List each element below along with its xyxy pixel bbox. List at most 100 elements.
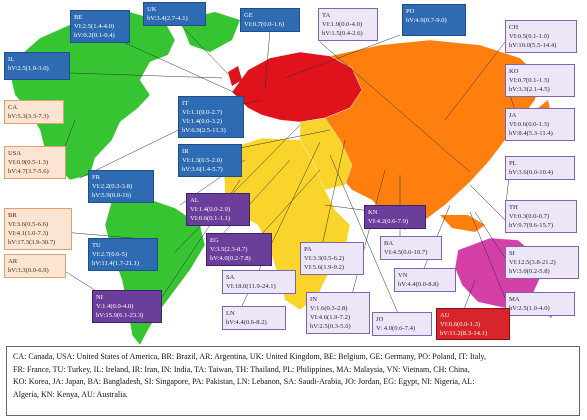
country-label-kn: KN VI:4.2(0.6-7.9) [364,205,426,229]
label-code: PL [509,160,517,167]
label-code: BE [74,14,83,21]
legend-line: CA: Canada, USA: United States of Americ… [13,352,487,361]
legend-line: Algeria, KN: Kenya, AU: Australia. [13,389,128,399]
label-hv: hV:4.4(0.0-8.8) [398,281,439,288]
country-label-it: IT VI:1.1(0.0-2.7) VI:1.4(0.0-3.2) hV:6.… [178,96,244,138]
label-hv: hV:3.3(2.1-4.5) [509,86,550,93]
country-label-in: IN V:1.6(0.3-2.8) VI:4.6(1.9-7.2) hV:2.5… [306,292,370,334]
legend-line: FR: France, TU: Turkey, IL: Ireland, IR:… [13,364,470,374]
label-hv: hV:4.9(0.7-9.0) [406,17,447,24]
label-vi: VI:2.5(1.4-4.0) [74,23,115,30]
label-code: SA [226,274,235,281]
label-vi: VI:3.3(0.5-6.2) [304,255,345,262]
label-hv: hV:4.4(0.6-8.2) [226,319,267,326]
label-hv: VI:0.6(0.1-1.1) [190,215,231,222]
label-code: AR [8,258,18,265]
label-hv: hV:9.7(9.6-15.7) [509,222,554,229]
label-code: BR [8,212,17,219]
label-code: FR [92,174,101,181]
label-vi: VI:0.9(0.5-1.3) [8,159,49,166]
label-vi2: VI:4.6(1.9-7.2) [310,314,351,321]
label-code: KO [509,68,519,75]
country-label-au: AU VI:0.6(0.0-1.3) hV:11.2(8.3-14.1) [436,308,510,340]
label-vi: VI:1.4(0.0-2.9) [190,206,231,213]
label-code: TU [92,242,101,249]
label-hv: hV:3.6(0.0-10.4) [509,169,554,176]
country-label-jo: JO V: 4.0(0.6-7.4) [372,312,432,336]
country-label-th: TH VI:0.3(0.0-0.7) hV:9.7(9.6-15.7) [505,200,577,233]
country-label-al: AL VI:1.4(0.0-2.9) VI:0.6(0.1-1.1) [186,193,250,226]
label-hv: hV:3.0(0.2-5.8) [509,268,550,275]
label-code: PA [304,246,312,253]
country-label-ko: KO VI:0.7(0.1-1.3) hV:3.3(2.1-4.5) [505,64,575,97]
label-code: CH [509,24,519,31]
label-code: LN [226,310,235,317]
abbreviation-legend: CA: Canada, USA: United States of Americ… [6,346,580,416]
label-vi: VI:1.3(0.5-2.0) [182,157,223,164]
country-label-il: IL hV:2.5(1.9-3.0) [4,52,70,80]
country-label-ni: NI V:1.4(0.0-4.0) hV:15.9(6.1-23.3) [92,290,162,323]
label-hv: hV:5.3(3.3-7.3) [8,113,49,120]
label-code: TA [322,12,331,19]
country-label-pl: PL hV:3.6(0.0-10.4) [505,156,575,180]
label-vi: VI:0.7(0.0-1.6) [244,21,285,28]
label-code: KN [368,209,378,216]
country-label-eg: EG V:3.5(2.3-8.7) hV:4.0(0.2-7.8) [206,233,272,266]
label-code: MA [509,296,520,303]
label-vi: VI:2.2(0.3-3.8) [92,183,133,190]
country-label-ca: CA hV:5.3(3.3-7.3) [4,100,64,124]
label-code: CA [8,104,18,111]
label-code: NI [96,294,103,301]
legend-line: KO: Korea, JA: Japan, BA: Bangladesh, SI… [13,377,475,386]
label-vi: VI:1.9(0.0-4.0) [322,21,363,28]
country-label-ma: MA hV:2.5(1.0-4.0) [505,292,575,316]
country-label-pa: PA VI:3.3(0.5-6.2) VI:5.6(1.9-9.2) [300,242,364,275]
label-hv: hV:2.5(0.3-5.0) [310,323,351,330]
country-label-ln: LN hV:4.4(0.6-8.2) [222,306,286,330]
label-hv: hV:11.4(1.7-21.1) [92,260,140,267]
label-hv: hV:11.2(8.3-14.1) [440,330,488,337]
label-vi: VI:4.5(0.0-10.7) [384,249,428,256]
label-vi: VI:0.5(0.1-1.0) [509,33,550,40]
label-code: TH [509,204,518,211]
label-hv: V: 4.0(0.6-7.4) [376,325,416,332]
label-vi: VI:3.6(0.5-6.6) [8,221,49,228]
label-hv: hV:3.4(2.7-4.1) [147,15,188,22]
label-code: BA [384,240,394,247]
label-hv: hV:10.0(5.5-14.4) [509,42,557,49]
label-vi: VI:4.2(0.6-7.9) [368,218,409,225]
label-code: JA [509,112,517,119]
label-hv: hV:15.9(6.1-23.3) [96,312,144,319]
country-label-ar: AR hV:3.3(0.0-6.9) [4,254,66,278]
country-label-ch: CH VI:0.5(0.1-1.0) hV:10.0(5.5-14.4) [505,20,577,53]
label-hv: hV:2.5(1.9-3.0) [8,65,49,72]
label-vi: VI:12.5(3.8-21.2) [509,259,556,266]
label-vi: VI:0.6(0.0-1.3) [509,121,550,128]
label-code: GE [244,12,253,19]
label-hv: hV:5.9(0.0-16) [92,192,132,199]
label-code: IR [182,148,189,155]
label-hv: hV:3.6(1.4-5.7) [182,166,223,173]
southeast-asia-islands-region [440,215,485,232]
label-hv: hV:0.2(0.1-0.4) [74,32,115,39]
country-label-si: SI VI:12.5(3.8-21.2) hV:3.0(0.2-5.8) [505,246,579,279]
country-label-uk: UK hV:3.4(2.7-4.1) [143,2,206,26]
label-vi2: VI:1.4(0.0-3.2) [182,118,223,125]
label-hv: hV:3.3(0.0-6.9) [8,267,49,274]
country-label-ba: BA VI:4.5(0.0-10.7) [380,236,442,260]
country-label-po: PO hV:4.9(0.7-9.0) [402,4,466,36]
country-label-be: BE VI:2.5(1.4-4.0) hV:0.2(0.1-0.4) [70,10,130,43]
british-isles-region [228,66,242,86]
label-code: AU [440,312,450,319]
label-code: USA [8,150,22,157]
country-label-fr: FR VI:2.2(0.3-3.8) hV:5.9(0.0-16) [88,170,154,203]
label-code: IT [182,100,189,107]
label-vi: VI:0.7(0.1-1.3) [509,77,550,84]
label-hv: VI:18.0(11.9-24.1) [226,283,276,290]
country-label-vn: VN hV:4.4(0.0-8.8) [394,268,456,292]
label-hv: hV:4.0(0.2-7.8) [210,255,251,262]
label-hv: hV:1.5(0.4-2.6) [322,30,363,37]
label-vi: V:3.5(2.3-8.7) [210,246,248,253]
country-label-ge: GE VI:0.7(0.0-1.6) [240,8,300,32]
country-label-ja: JA VI:0.6(0.0-1.3) hV:8.4(5.3-11.4) [505,108,575,141]
